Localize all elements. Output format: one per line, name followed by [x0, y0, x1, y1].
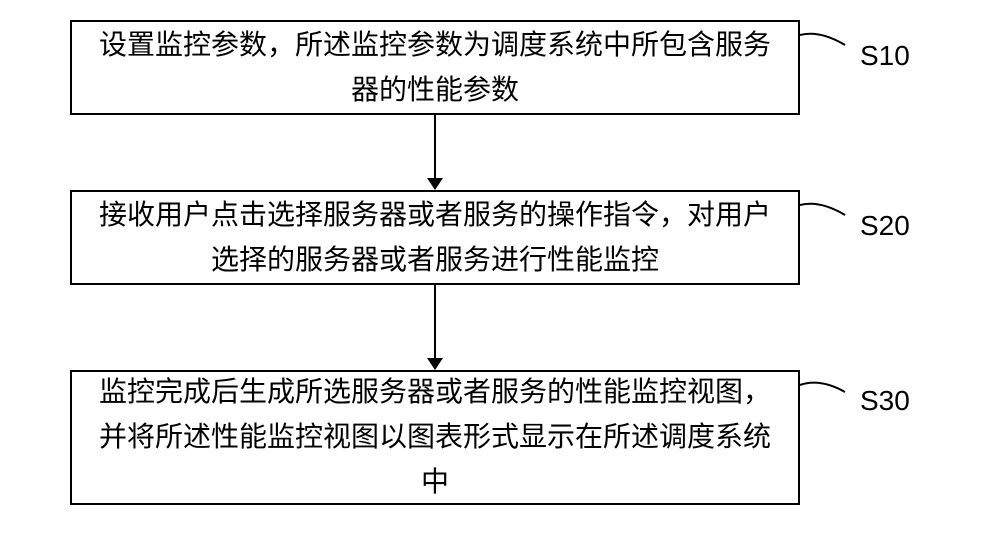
node-text-s10: 设置监控参数，所述监控参数为调度系统中所包含服务器的性能参数 — [92, 23, 778, 113]
step-label-s10: S10 — [860, 40, 910, 72]
node-text-s20: 接收用户点击选择服务器或者服务的操作指令，对用户选择的服务器或者服务进行性能监控 — [92, 193, 778, 283]
arrow-head-s10-s20 — [427, 178, 443, 190]
flowchart-container: 设置监控参数，所述监控参数为调度系统中所包含服务器的性能参数 S10 接收用户点… — [0, 0, 1000, 550]
step-label-s20: S20 — [860, 210, 910, 242]
arrow-s10-s20 — [434, 115, 436, 180]
flowchart-node-s30: 监控完成后生成所选服务器或者服务的性能监控视图，并将所述性能监控视图以图表形式显… — [70, 370, 800, 505]
arrow-s20-s30 — [434, 285, 436, 360]
arrow-head-s20-s30 — [427, 358, 443, 370]
step-label-s30: S30 — [860, 385, 910, 417]
node-text-s30: 监控完成后生成所选服务器或者服务的性能监控视图，并将所述性能监控视图以图表形式显… — [92, 370, 778, 504]
flowchart-node-s10: 设置监控参数，所述监控参数为调度系统中所包含服务器的性能参数 — [70, 20, 800, 115]
flowchart-node-s20: 接收用户点击选择服务器或者服务的操作指令，对用户选择的服务器或者服务进行性能监控 — [70, 190, 800, 285]
